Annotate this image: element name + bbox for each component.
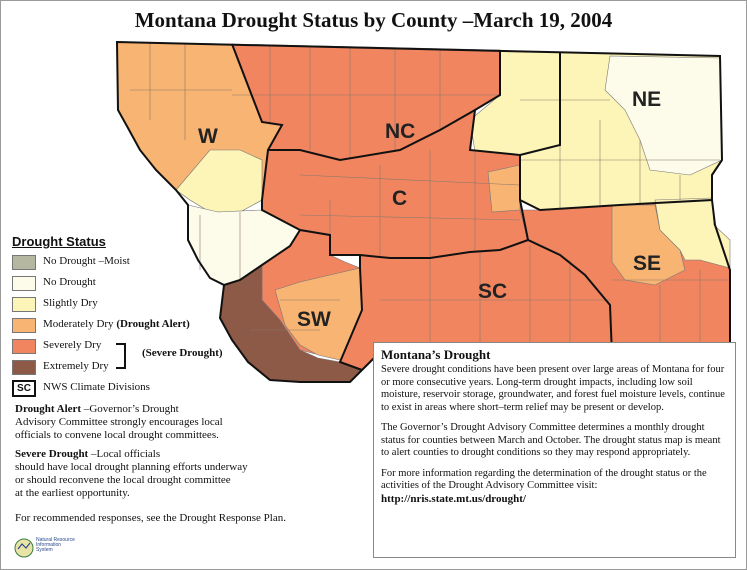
drought-alert-label: (Drought Alert) [116,318,190,330]
region-label-ne: NE [632,88,661,111]
legend-label: No Drought –Moist [43,255,130,267]
drought-alert-note: Drought Alert –Governor’s Drought Adviso… [15,403,335,442]
legend-item-climate-divisions: SC NWS Climate Divisions [12,379,372,400]
note-text: Advisory Committee strongly encourages l… [15,416,223,428]
recommend-note: For recommended responses, see the Droug… [15,512,286,524]
swatch-slightly-dry [12,297,36,312]
legend-item-slightly-dry: Slightly Dry [12,295,372,316]
legend-item-severely-dry: Severely Dry [12,337,372,358]
note-title: Severe Drought [15,448,89,460]
note-text: or should reconvene the local drought co… [15,474,231,486]
severe-drought-label: (Severe Drought) [142,347,223,359]
region-c-moderate [487,164,521,213]
swatch-extremely-dry [12,360,36,375]
region-se-moderate [611,204,686,286]
note-text: officials to convene local drought commi… [15,429,219,441]
info-paragraph: For more information regarding the deter… [381,467,707,492]
swatch-no-drought [12,276,36,291]
note-text: should have local drought planning effor… [15,461,248,473]
county-lines [130,42,730,355]
note-text: at the earliest opportunity. [15,487,130,499]
legend-label: Slightly Dry [43,297,98,309]
legend-label: NWS Climate Divisions [43,381,150,393]
swatch-severely-dry [12,339,36,354]
legend-label: Extremely Dry [43,360,109,372]
severe-drought-note: Severe Drought –Local officials should h… [15,448,335,500]
legend-label: No Drought [43,276,96,288]
sc-box: SC [12,380,36,397]
swatch-no-drought-moist [12,255,36,270]
montana-logo-icon [14,538,34,558]
info-box: Montana’s Drought Severe drought conditi… [373,342,736,558]
logo-line: Information [36,542,62,548]
swatch-moderately-dry [12,318,36,333]
note-text: –Local officials [88,448,161,460]
legend-item-no-drought-moist: No Drought –Moist [12,253,372,274]
region-label-nc: NC [385,120,415,143]
state-outline [115,40,731,383]
region-label-c: C [392,187,407,210]
region-label-sc: SC [478,280,507,303]
info-title: Montana’s Drought [381,347,491,362]
legend-title: Drought Status [12,234,106,249]
region-label-w: W [198,125,218,148]
nris-logo: Natural Resource Information System [14,535,84,563]
drought-link[interactable]: http://nris.state.mt.us/drought/ [381,492,526,505]
logo-line: Natural Resource [36,537,75,543]
legend: Drought Status No Drought –Moist No Drou… [12,234,372,400]
map-title: Montana Drought Status by County –March … [134,8,613,32]
info-paragraph: The Governor’s Drought Advisory Committe… [381,422,721,458]
legend-item-extremely-dry: Extremely Dry [12,358,372,379]
legend-label: Moderately Dry [43,318,114,330]
region-label-se: SE [633,252,661,275]
note-text: –Governor’s Drought [81,403,179,415]
legend-item-moderately-dry: Moderately Dry (Drought Alert) [12,316,372,337]
legend-label: Severely Dry [43,339,102,351]
logo-line: System [36,547,53,553]
legend-item-no-drought: No Drought [12,274,372,295]
info-paragraph: Severe drought conditions have been pres… [381,364,725,413]
region-label-sw: SW [297,308,331,331]
severe-bracket [116,343,126,369]
note-title: Drought Alert [15,403,82,415]
